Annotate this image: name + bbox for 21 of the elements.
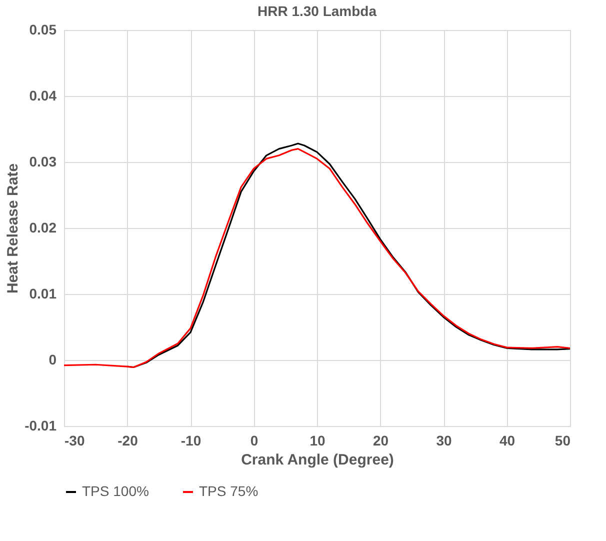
y-tick-label: 0 — [48, 352, 57, 368]
x-tick-label: 20 — [372, 432, 389, 448]
x-tick-label: -20 — [118, 432, 138, 448]
x-tick-label: 40 — [499, 432, 516, 448]
legend-label: TPS 100% — [82, 483, 149, 499]
x-axis-title: Crank Angle (Degree) — [241, 452, 394, 468]
x-tick-label: -30 — [64, 432, 85, 448]
x-tick-label: 10 — [310, 432, 326, 448]
y-tick-label: 0.01 — [29, 286, 57, 302]
chart-title: HRR 1.30 Lambda — [257, 3, 377, 19]
y-tick-label: 0.02 — [29, 220, 57, 236]
y-axis-title: Heat Release Rate — [4, 163, 22, 294]
y-tick-label: 0.05 — [29, 22, 57, 38]
legend-label: TPS 75% — [199, 483, 258, 499]
y-tick-label: 0.03 — [29, 154, 57, 170]
x-tick-label: 30 — [436, 432, 452, 448]
y-tick-label: -0.01 — [24, 418, 57, 434]
x-tick-label: 0 — [250, 432, 258, 448]
x-tick-label: -10 — [180, 432, 202, 448]
x-tick-label: 50 — [554, 432, 571, 448]
y-tick-label: 0.04 — [29, 88, 57, 104]
